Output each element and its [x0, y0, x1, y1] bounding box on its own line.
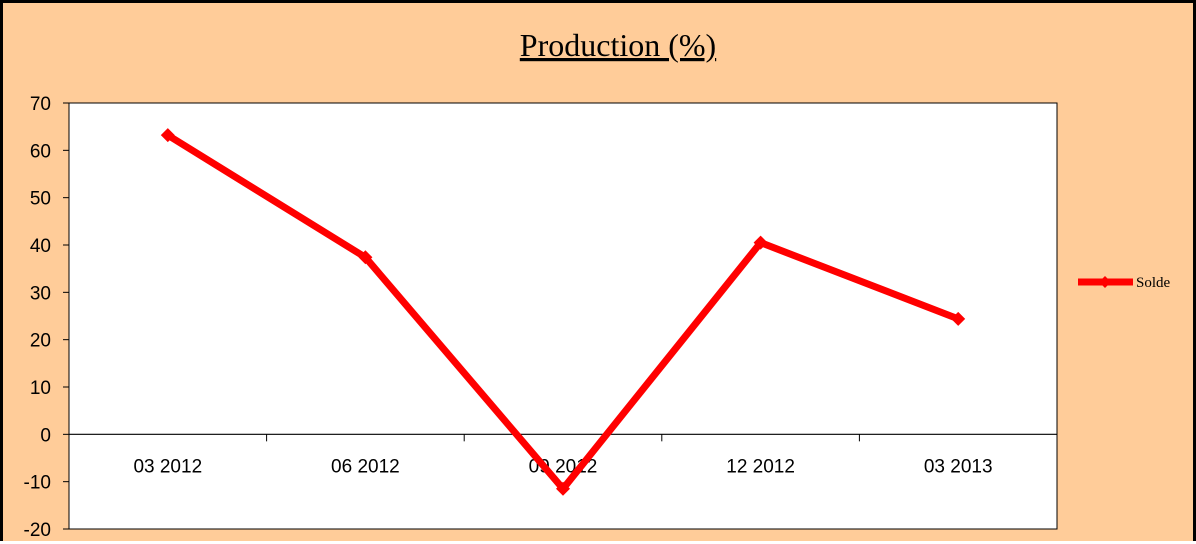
y-tick-label: 30: [30, 283, 51, 304]
x-tick-label: 03 2012: [133, 456, 202, 477]
x-tick-label: 12 2012: [726, 456, 795, 477]
legend: Solde: [1078, 275, 1171, 291]
data-point-marker: [753, 235, 768, 250]
chart-title: Production (%): [520, 27, 716, 63]
y-tick-label: 50: [30, 189, 51, 210]
x-axis: 03 2012 06 2012 09 2012 12 2012 03 2013: [68, 433, 1058, 477]
data-point-marker: [160, 128, 175, 143]
x-tick-label: 06 2012: [331, 456, 400, 477]
y-tick-label: 10: [30, 378, 51, 399]
y-axis: -20 -10 0 10 20 30 40 50 60 70: [24, 94, 70, 541]
series-group: [160, 128, 966, 496]
x-tick-label: 03 2013: [924, 456, 993, 477]
legend-label: Solde: [1136, 275, 1171, 291]
y-tick-label: 40: [30, 236, 51, 257]
data-point-marker: [951, 311, 966, 326]
y-tick-label: 70: [30, 94, 51, 115]
data-point-marker: [556, 481, 570, 496]
data-point-marker: [358, 250, 373, 265]
y-tick-label: -10: [24, 473, 51, 494]
y-tick-label: 60: [30, 141, 51, 162]
y-tick-label: 0: [40, 425, 51, 446]
legend-swatch-marker: [1099, 276, 1111, 288]
line-chart: Production (%) -20 -10 0 10 20 30 40 50 60 70 03 …: [24, 27, 1171, 541]
y-tick-label: 20: [30, 331, 51, 352]
y-tick-label: -20: [24, 520, 51, 541]
